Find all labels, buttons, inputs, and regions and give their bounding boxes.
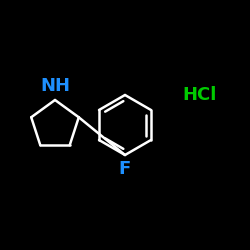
Text: F: F bbox=[119, 160, 131, 178]
Text: HCl: HCl bbox=[183, 86, 217, 104]
Text: NH: NH bbox=[40, 77, 70, 95]
